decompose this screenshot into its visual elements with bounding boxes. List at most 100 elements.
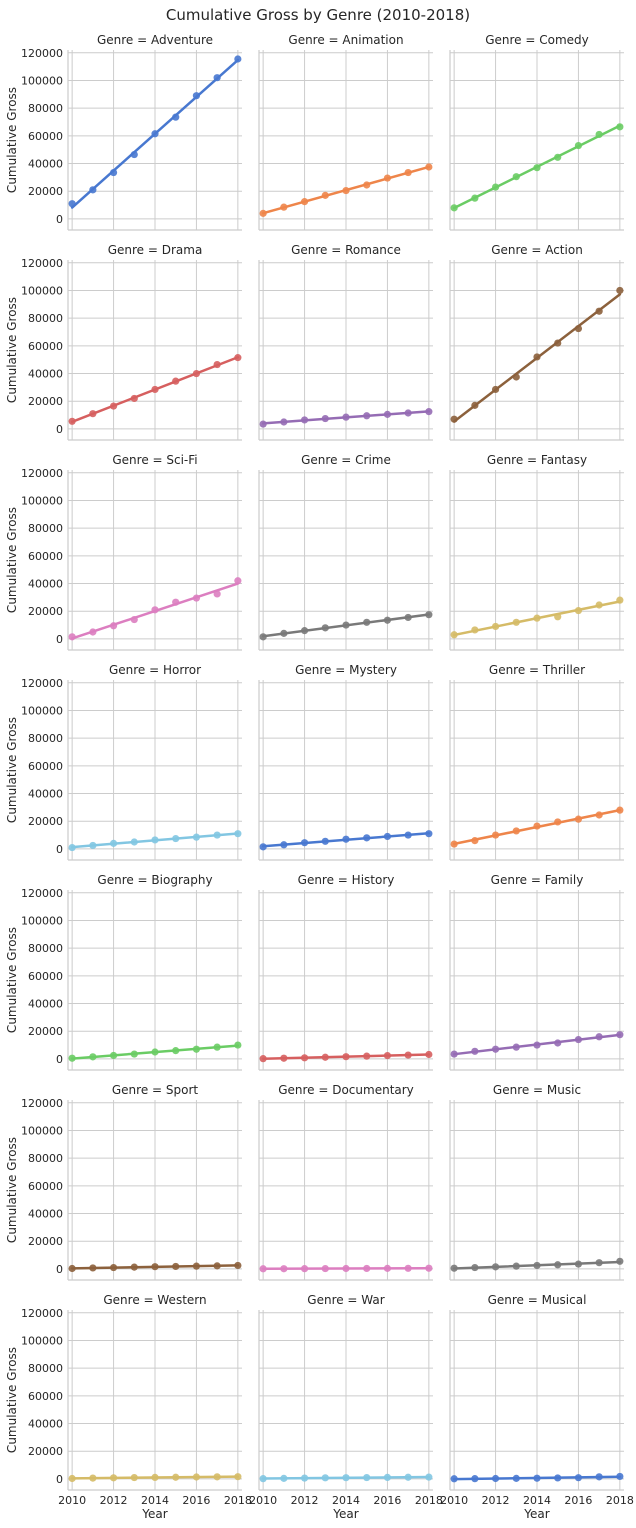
data-point	[574, 815, 583, 823]
facet-panel: Genre = Drama 0 20000 40000 60000 80000 100000…	[5, 243, 242, 441]
y-tick-label: 100000	[21, 1334, 63, 1347]
data-point	[425, 830, 433, 838]
data-point	[404, 1051, 412, 1059]
facet-panel: Genre = Adventure 0 20000 40000 60000 80000 10…	[5, 33, 242, 231]
data-point	[109, 168, 118, 177]
data-point	[213, 74, 221, 82]
x-tick-label: 2016	[373, 1494, 401, 1507]
data-point	[363, 1052, 371, 1060]
y-tick-label: 80000	[28, 312, 63, 325]
data-point	[404, 409, 412, 417]
data-point	[383, 1052, 392, 1060]
y-tick-label: 20000	[28, 185, 63, 198]
y-tick-label: 100000	[21, 74, 63, 87]
data-point	[450, 631, 458, 639]
data-point	[172, 834, 180, 843]
facet-panel: Genre = Animation	[258, 33, 433, 231]
y-tick-label: 120000	[21, 467, 63, 480]
data-point	[471, 837, 479, 845]
data-point	[404, 1264, 412, 1272]
data-point	[574, 1035, 583, 1044]
y-axis-label: Cumulative Gross	[5, 1137, 19, 1243]
facet-panel: Genre = Fantasy	[449, 453, 624, 651]
facet-panel: Genre = Mystery	[258, 663, 433, 861]
y-tick-label: 0	[56, 1473, 63, 1486]
data-point	[512, 1474, 520, 1482]
facet-panel: Genre = Crime	[258, 453, 433, 651]
y-tick-label: 0	[56, 843, 63, 856]
data-point	[425, 408, 433, 416]
data-point	[595, 811, 603, 819]
facet-title: Genre = Thriller	[489, 663, 585, 677]
data-point	[300, 839, 309, 847]
y-tick-label: 60000	[28, 1390, 63, 1403]
y-tick-label: 120000	[21, 1097, 63, 1110]
y-tick-label: 0	[56, 213, 63, 226]
data-point	[130, 1473, 138, 1482]
data-point	[554, 1474, 562, 1482]
y-axis-label: Cumulative Gross	[5, 717, 19, 823]
y-tick-label: 0	[56, 1263, 63, 1276]
data-point	[616, 596, 624, 604]
data-point	[259, 1475, 267, 1483]
data-point	[450, 1475, 458, 1483]
data-point	[471, 1263, 479, 1272]
data-point	[321, 837, 329, 845]
y-tick-label: 20000	[28, 815, 63, 828]
x-tick-label: 2016	[182, 1494, 210, 1507]
facet-panel: Genre = Biography 0 20000 40000 60000 80000 10…	[5, 873, 242, 1071]
data-point	[89, 1264, 97, 1272]
data-point	[363, 618, 371, 626]
x-tick-label: 2010	[440, 1494, 468, 1507]
y-tick-label: 80000	[28, 732, 63, 745]
data-point	[342, 186, 350, 195]
data-point	[172, 113, 180, 121]
data-point	[89, 1474, 97, 1482]
data-point	[450, 415, 458, 423]
data-point	[109, 622, 118, 630]
facet-title: Genre = Musical	[488, 1293, 587, 1307]
data-point	[234, 1473, 242, 1481]
data-point	[172, 1473, 180, 1481]
data-point	[616, 1472, 624, 1481]
data-point	[192, 1473, 201, 1481]
y-tick-label: 40000	[28, 1208, 63, 1221]
x-tick-label: 2012	[100, 1494, 128, 1507]
facet-panel: Genre = Horror 0 20000 40000 60000 80000 10000…	[5, 663, 242, 861]
y-tick-label: 40000	[28, 1418, 63, 1431]
data-point	[574, 1474, 583, 1482]
x-tick-label: 2012	[291, 1494, 319, 1507]
data-point	[130, 838, 138, 846]
data-point	[68, 633, 76, 641]
facet-title: Genre = War	[307, 1293, 384, 1307]
data-point	[574, 324, 583, 333]
data-point	[491, 1474, 500, 1483]
data-point	[151, 606, 159, 614]
y-tick-label: 60000	[28, 130, 63, 143]
y-tick-label: 100000	[21, 1124, 63, 1137]
data-point	[192, 1262, 201, 1270]
y-tick-label: 0	[56, 1053, 63, 1066]
data-point	[300, 416, 309, 424]
data-point	[234, 577, 242, 585]
data-point	[404, 1473, 412, 1481]
facet-title: Genre = Biography	[97, 873, 212, 887]
y-axis-label: Cumulative Gross	[5, 87, 19, 193]
data-point	[450, 1050, 458, 1058]
data-point	[213, 1473, 221, 1481]
data-point	[471, 1047, 479, 1055]
facet-title: Genre = Documentary	[278, 1083, 414, 1097]
data-point	[259, 633, 267, 641]
data-point	[234, 830, 242, 838]
data-point	[425, 611, 433, 619]
data-point	[512, 1262, 520, 1270]
data-point	[192, 833, 201, 841]
x-tick-label: 2014	[141, 1494, 169, 1507]
data-point	[595, 1259, 603, 1267]
facet-panel: Genre = History	[258, 873, 433, 1071]
facet-title: Genre = Action	[491, 243, 583, 257]
data-point	[130, 1263, 138, 1271]
y-tick-label: 60000	[28, 970, 63, 983]
x-tick-label: 2016	[564, 1494, 592, 1507]
